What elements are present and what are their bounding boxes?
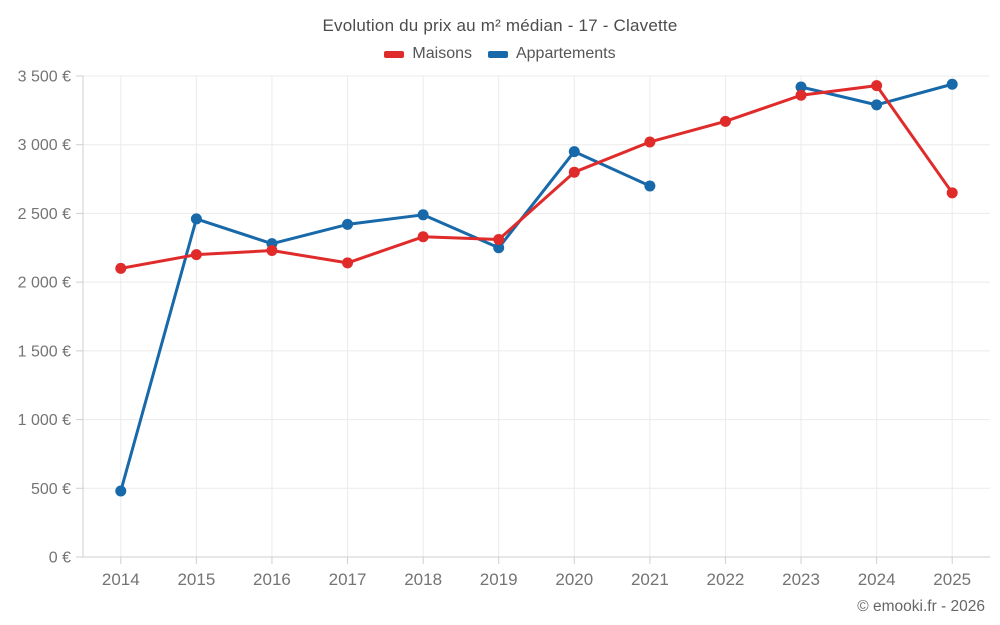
data-point-appartements-2021[interactable]: [644, 180, 656, 192]
data-point-maisons-2018[interactable]: [417, 231, 429, 243]
legend-label-maisons: Maisons: [412, 45, 472, 62]
legend-swatch-maisons: [384, 50, 405, 58]
data-point-maisons-2015[interactable]: [190, 249, 202, 261]
data-point-appartements-2019[interactable]: [493, 242, 505, 254]
chart-legend: Maisons Appartements: [0, 45, 1000, 63]
y-tick-label: 3 000 €: [18, 137, 71, 154]
x-tick-label: 2023: [782, 570, 820, 589]
data-point-appartements-2020[interactable]: [568, 146, 580, 158]
y-tick-label: 2 500 €: [18, 206, 71, 223]
y-tick-label: 500 €: [31, 481, 71, 498]
data-point-appartements-2024[interactable]: [871, 99, 883, 111]
y-tick-label: 1 000 €: [18, 412, 71, 429]
x-tick-label: 2022: [707, 570, 745, 589]
series-line-maisons: [119, 84, 954, 270]
legend-label-appartements: Appartements: [515, 45, 616, 62]
y-tick-label: 1 500 €: [18, 343, 71, 360]
legend-item-appartements[interactable]: Appartements: [487, 45, 616, 63]
copyright-text: © emooki.fr - 2026: [857, 598, 985, 615]
y-tick-label: 3 500 €: [18, 69, 71, 86]
x-tick-label: 2018: [404, 570, 442, 589]
legend-item-maisons[interactable]: Maisons: [384, 45, 472, 63]
legend-swatch-appartements: [487, 50, 508, 58]
data-point-maisons-2025[interactable]: [946, 187, 958, 199]
data-point-maisons-2022[interactable]: [719, 115, 731, 127]
data-point-maisons-2020[interactable]: [568, 166, 580, 178]
chart-title: Evolution du prix au m² médian - 17 - Cl…: [322, 16, 678, 35]
y-tick-label: 2 000 €: [18, 275, 71, 292]
data-point-maisons-2017[interactable]: [342, 257, 354, 269]
data-point-appartements-2025[interactable]: [946, 78, 958, 90]
data-point-maisons-2019[interactable]: [493, 234, 505, 246]
x-tick-label: 2015: [177, 570, 215, 589]
data-point-maisons-2023[interactable]: [795, 89, 807, 101]
x-tick-label: 2021: [631, 570, 669, 589]
data-point-appartements-2017[interactable]: [342, 218, 354, 230]
x-tick-label: 2025: [933, 570, 971, 589]
x-tick-label: 2020: [555, 570, 593, 589]
data-point-appartements-2023[interactable]: [795, 81, 807, 93]
x-tick-label: 2024: [858, 570, 896, 589]
data-point-maisons-2014[interactable]: [115, 262, 127, 274]
data-point-maisons-2021[interactable]: [644, 136, 656, 148]
x-tick-label: 2017: [329, 570, 367, 589]
y-tick-label: 0 €: [49, 550, 71, 567]
x-tick-label: 2016: [253, 570, 291, 589]
x-tick-label: 2019: [480, 570, 518, 589]
data-point-appartements-2014[interactable]: [115, 485, 127, 497]
data-point-appartements-2018[interactable]: [417, 209, 429, 221]
series-line-appartements: [119, 150, 652, 493]
data-point-maisons-2016[interactable]: [266, 245, 278, 257]
data-point-appartements-2015[interactable]: [190, 213, 202, 225]
data-point-maisons-2024[interactable]: [871, 80, 883, 92]
x-tick-label: 2014: [102, 570, 140, 589]
